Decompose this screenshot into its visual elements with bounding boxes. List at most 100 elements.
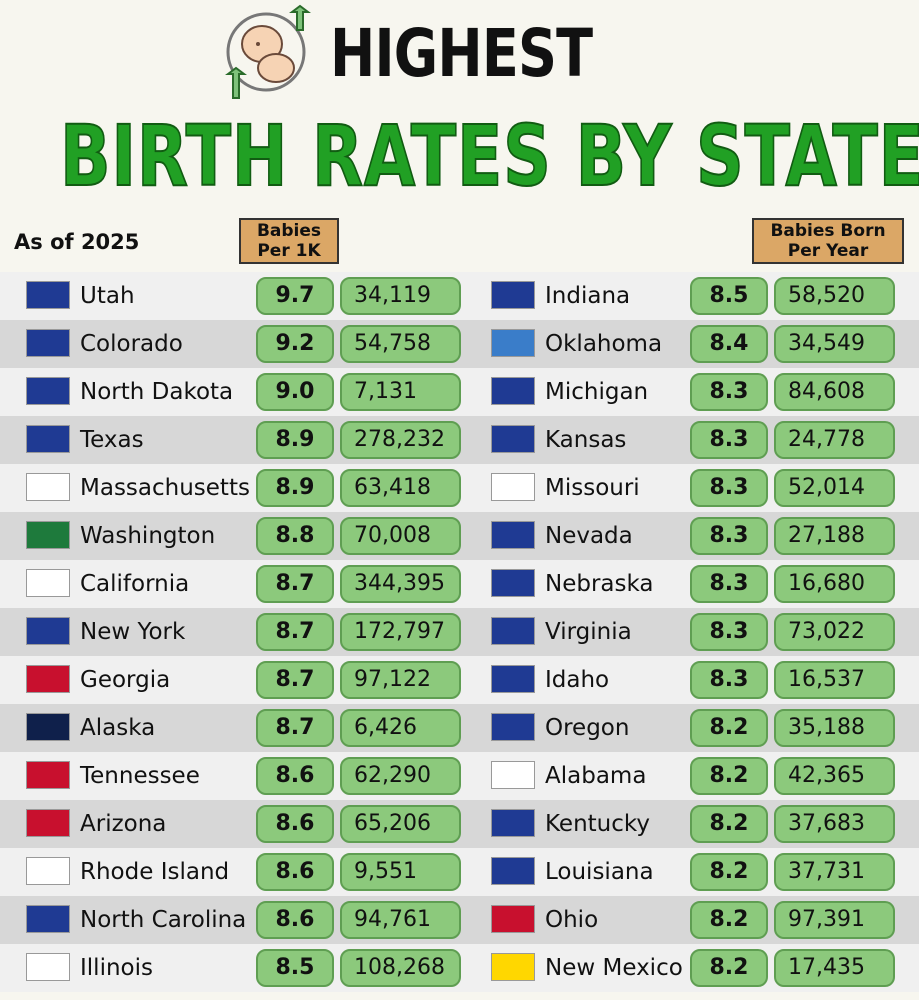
table-row: Arizona 8.6 65,206 Kentucky 8.2 37,683 bbox=[0, 800, 919, 848]
state-entry: Nevada 8.3 27,188 bbox=[0, 512, 919, 560]
table-row: Utah 9.7 34,119 Indiana 8.5 58,520 bbox=[0, 272, 919, 320]
state-entry: Missouri 8.3 52,014 bbox=[0, 464, 919, 512]
state-name: Massachusetts bbox=[80, 475, 250, 501]
babies-born-value: 70,008 bbox=[340, 517, 461, 555]
state-name: Colorado bbox=[80, 331, 183, 357]
table-row: Washington 8.8 70,008 Nevada 8.3 27,188 bbox=[0, 512, 919, 560]
babies-born-value: 94,761 bbox=[340, 901, 461, 939]
birth-rate-value: 8.5 bbox=[690, 277, 768, 315]
state-name: California bbox=[80, 571, 190, 597]
babies-born-value: 344,395 bbox=[340, 565, 461, 603]
birth-rate-value: 8.6 bbox=[256, 805, 334, 843]
state-entry: North Carolina 8.6 94,761 bbox=[0, 896, 919, 944]
flag-icon bbox=[26, 809, 70, 837]
state-name: Virginia bbox=[545, 619, 632, 645]
title-highest: HIGHEST bbox=[330, 15, 593, 92]
state-name: North Dakota bbox=[80, 379, 234, 405]
babies-born-value: 54,758 bbox=[340, 325, 461, 363]
birth-rate-value: 8.5 bbox=[256, 949, 334, 987]
state-name: Oregon bbox=[545, 715, 630, 741]
state-entry: Kansas 8.3 24,778 bbox=[0, 416, 919, 464]
column-header-born: Babies Born Per Year bbox=[752, 218, 904, 264]
state-entry: Georgia 8.7 97,122 bbox=[0, 656, 919, 704]
state-name: Tennessee bbox=[80, 763, 200, 789]
state-name: Missouri bbox=[545, 475, 640, 501]
state-name: Arizona bbox=[80, 811, 167, 837]
state-name: New Mexico bbox=[545, 955, 683, 981]
birth-rate-value: 8.7 bbox=[256, 565, 334, 603]
table-row: Georgia 8.7 97,122 Idaho 8.3 16,537 bbox=[0, 656, 919, 704]
state-name: Nevada bbox=[545, 523, 633, 549]
birth-rate-value: 8.2 bbox=[690, 949, 768, 987]
birth-rate-value: 8.8 bbox=[256, 517, 334, 555]
title-main: BIRTH RATES BY STATE bbox=[59, 106, 919, 206]
birth-rate-value: 8.3 bbox=[690, 613, 768, 651]
state-entry: New York 8.7 172,797 bbox=[0, 608, 919, 656]
babies-born-value: 34,549 bbox=[774, 325, 895, 363]
babies-born-value: 16,680 bbox=[774, 565, 895, 603]
flag-icon bbox=[26, 761, 70, 789]
flag-icon bbox=[26, 425, 70, 453]
state-entry: California 8.7 344,395 bbox=[0, 560, 919, 608]
flag-icon bbox=[491, 521, 535, 549]
flag-icon bbox=[491, 329, 535, 357]
babies-born-value: 65,206 bbox=[340, 805, 461, 843]
babies-born-value: 52,014 bbox=[774, 469, 895, 507]
birth-rate-value: 8.3 bbox=[690, 565, 768, 603]
flag-icon bbox=[26, 569, 70, 597]
flag-icon bbox=[26, 281, 70, 309]
flag-icon bbox=[491, 953, 535, 981]
state-entry: Alaska 8.7 6,426 bbox=[0, 704, 919, 752]
state-entry: Texas 8.9 278,232 bbox=[0, 416, 919, 464]
babies-born-value: 73,022 bbox=[774, 613, 895, 651]
babies-born-value: 97,391 bbox=[774, 901, 895, 939]
table-row: California 8.7 344,395 Nebraska 8.3 16,680 bbox=[0, 560, 919, 608]
state-name: Kansas bbox=[545, 427, 627, 453]
babies-born-value: 9,551 bbox=[340, 853, 461, 891]
birth-rate-value: 8.3 bbox=[690, 373, 768, 411]
state-name: Illinois bbox=[80, 955, 153, 981]
flag-icon bbox=[491, 713, 535, 741]
babies-born-value: 63,418 bbox=[340, 469, 461, 507]
state-entry: Oregon 8.2 35,188 bbox=[0, 704, 919, 752]
birth-rate-value: 8.2 bbox=[690, 901, 768, 939]
state-entry: Utah 9.7 34,119 bbox=[0, 272, 919, 320]
state-name: Washington bbox=[80, 523, 216, 549]
babies-born-value: 42,365 bbox=[774, 757, 895, 795]
table-row: Colorado 9.2 54,758 Oklahoma 8.4 34,549 bbox=[0, 320, 919, 368]
state-entry: Michigan 8.3 84,608 bbox=[0, 368, 919, 416]
state-entry: Oklahoma 8.4 34,549 bbox=[0, 320, 919, 368]
state-name: Nebraska bbox=[545, 571, 654, 597]
flag-icon bbox=[26, 617, 70, 645]
state-entry: Kentucky 8.2 37,683 bbox=[0, 800, 919, 848]
table-row: North Carolina 8.6 94,761 Ohio 8.2 97,391 bbox=[0, 896, 919, 944]
flag-icon bbox=[491, 809, 535, 837]
state-name: Alaska bbox=[80, 715, 156, 741]
flag-icon bbox=[26, 329, 70, 357]
babies-born-value: 62,290 bbox=[340, 757, 461, 795]
flag-icon bbox=[491, 569, 535, 597]
babies-born-value: 278,232 bbox=[340, 421, 461, 459]
flag-icon bbox=[491, 377, 535, 405]
birth-rate-value: 8.2 bbox=[690, 805, 768, 843]
state-name: Idaho bbox=[545, 667, 610, 693]
birth-rate-value: 8.9 bbox=[256, 469, 334, 507]
table-row: Alaska 8.7 6,426 Oregon 8.2 35,188 bbox=[0, 704, 919, 752]
flag-icon bbox=[491, 281, 535, 309]
state-entry: Illinois 8.5 108,268 bbox=[0, 944, 919, 992]
flag-icon bbox=[491, 617, 535, 645]
birth-rate-value: 8.4 bbox=[690, 325, 768, 363]
table-row: New York 8.7 172,797 Virginia 8.3 73,022 bbox=[0, 608, 919, 656]
flag-icon bbox=[26, 377, 70, 405]
state-name: Oklahoma bbox=[545, 331, 663, 357]
state-name: Indiana bbox=[545, 283, 631, 309]
flag-icon bbox=[26, 953, 70, 981]
state-entry: Arizona 8.6 65,206 bbox=[0, 800, 919, 848]
state-entry: Colorado 9.2 54,758 bbox=[0, 320, 919, 368]
babies-born-value: 37,683 bbox=[774, 805, 895, 843]
babies-born-value: 97,122 bbox=[340, 661, 461, 699]
state-table: Utah 9.7 34,119 Indiana 8.5 58,520 Colorado 9.2… bbox=[0, 272, 919, 992]
birth-rate-value: 8.7 bbox=[256, 613, 334, 651]
babies-born-value: 16,537 bbox=[774, 661, 895, 699]
state-entry: Virginia 8.3 73,022 bbox=[0, 608, 919, 656]
